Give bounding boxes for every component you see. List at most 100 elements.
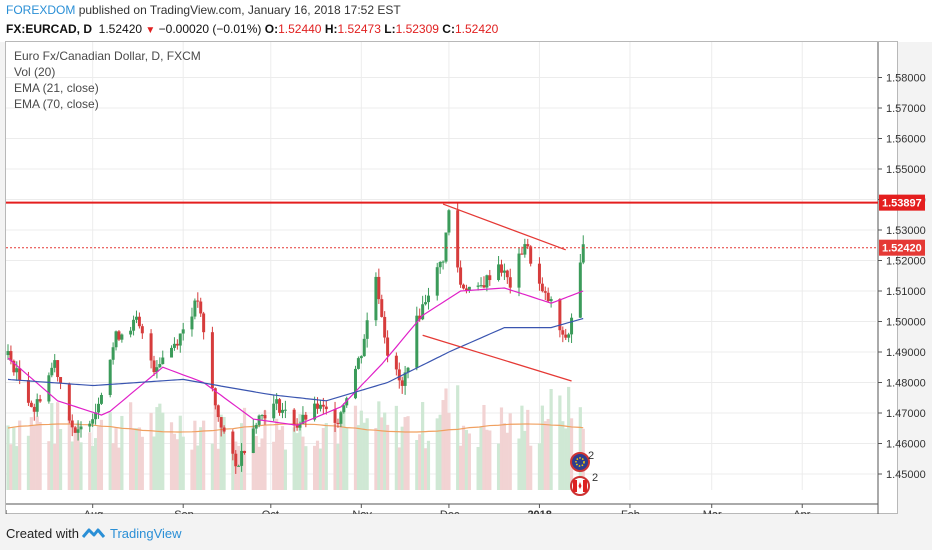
- candle-body: [333, 409, 337, 423]
- close-value: 1.52420: [454, 22, 499, 36]
- volume-bar: [418, 434, 422, 490]
- candle-body: [26, 380, 30, 403]
- volume-bar: [199, 427, 203, 490]
- author-link[interactable]: FOREXDOM: [6, 3, 76, 17]
- volume-bar: [342, 404, 346, 490]
- volume-bar: [257, 446, 261, 490]
- volume-bar: [219, 414, 223, 490]
- volume-bar: [193, 420, 197, 490]
- candle-body: [339, 412, 343, 424]
- price-chart[interactable]: 1.45000 1.46000 1.47000 1.48000 1.49000 1.500…: [6, 42, 926, 514]
- candle-body: [526, 244, 530, 247]
- candle-body: [462, 284, 466, 289]
- legend-ema70[interactable]: EMA (70, close): [14, 97, 99, 111]
- tradingview-link[interactable]: TradingView: [110, 526, 182, 541]
- candle-body: [158, 364, 162, 368]
- time-tick-label: Jul: [6, 509, 7, 514]
- volume-bar: [190, 449, 194, 490]
- price-tick-label: 1.53000: [886, 225, 926, 237]
- volume-bar: [441, 400, 445, 490]
- candle-body: [581, 244, 585, 263]
- candle-body: [213, 388, 217, 406]
- candle-body: [485, 275, 489, 288]
- candle-body: [18, 368, 22, 381]
- tradingview-logo-icon[interactable]: [82, 525, 106, 541]
- legend-title: Euro Fx/Canadian Dollar, D, FXCM: [14, 49, 201, 63]
- volume-bar: [196, 445, 200, 490]
- candle-body: [570, 317, 574, 335]
- candle-body: [94, 412, 98, 420]
- ca-event-count: 2: [592, 472, 599, 484]
- volume-bar: [359, 410, 363, 490]
- candle-body: [278, 399, 282, 413]
- volume-bar: [38, 421, 42, 490]
- candle-body: [397, 369, 401, 381]
- candle-body: [280, 409, 284, 413]
- candle-body: [502, 270, 506, 273]
- volume-bar: [485, 429, 489, 490]
- candle-body: [380, 299, 384, 317]
- ca-event-icon[interactable]: 2: [570, 472, 598, 499]
- volume-bar: [374, 427, 378, 490]
- volume-bar: [9, 444, 13, 490]
- legend-vol[interactable]: Vol (20): [14, 65, 56, 79]
- channel-upper-line: [442, 203, 566, 251]
- candle-body: [76, 429, 80, 433]
- volume-bar: [561, 421, 565, 490]
- last-price: 1.52420: [98, 22, 143, 36]
- candle-body: [406, 367, 410, 373]
- time-tick-label: 2018: [527, 509, 551, 514]
- eu-event-icon[interactable]: 2: [570, 450, 594, 475]
- volume-bar: [488, 430, 492, 490]
- candle-body: [73, 427, 77, 433]
- candle-body: [32, 406, 36, 412]
- candle-body: [117, 331, 121, 340]
- candle-body: [324, 406, 328, 410]
- candle-body: [435, 267, 439, 296]
- price-tick-label: 1.57000: [886, 103, 926, 115]
- candle-body: [316, 403, 320, 409]
- candle-body: [456, 210, 460, 268]
- candle-body: [210, 332, 214, 389]
- volume-bar: [383, 412, 387, 490]
- low-value: 1.52309: [395, 22, 439, 36]
- candle-body: [199, 301, 203, 314]
- symbol-label: FX:EURCAD, D: [6, 22, 92, 36]
- time-tick-label: Feb: [621, 509, 640, 514]
- candle-body: [365, 320, 369, 339]
- current-price-label: 1.52420: [882, 243, 922, 255]
- volume-bar: [505, 432, 509, 490]
- candle-body: [137, 316, 141, 327]
- candle-body: [175, 343, 179, 346]
- price-tick-label: 1.55000: [886, 164, 926, 176]
- candle-body: [400, 380, 404, 386]
- candle-body: [520, 253, 524, 255]
- price-tick-label: 1.45000: [886, 469, 926, 481]
- volume-bar: [18, 420, 22, 490]
- publish-info: published on TradingView.com, January 16…: [78, 3, 401, 17]
- candle-body: [564, 334, 568, 338]
- candle-body: [53, 360, 57, 368]
- legend-ema21[interactable]: EMA (21, close): [14, 81, 99, 95]
- candle-body: [120, 334, 124, 340]
- candle-body: [304, 414, 308, 420]
- candle-body: [464, 288, 468, 291]
- open-label: O:: [264, 22, 279, 36]
- volume-bar: [353, 405, 358, 490]
- candle-body: [508, 277, 512, 288]
- candle-body: [523, 244, 527, 255]
- candle-body: [129, 330, 133, 335]
- chart-frame: [5, 41, 898, 514]
- volume-bar: [315, 440, 320, 490]
- time-tick-label: Oct: [262, 509, 279, 514]
- volume-bar: [394, 405, 398, 490]
- ticker-line: FX:EURCAD, D 1.52420 ▼ −0.00020 (−0.01%)…: [6, 22, 498, 36]
- volume-bar: [120, 415, 124, 490]
- candle-body: [222, 427, 226, 432]
- high-value: 1.52473: [337, 22, 381, 36]
- volume-bar: [242, 407, 247, 490]
- candle-body: [275, 399, 279, 404]
- resistance-price-tag: [879, 194, 925, 211]
- volume-bar: [321, 428, 325, 490]
- volume-bar: [91, 446, 95, 490]
